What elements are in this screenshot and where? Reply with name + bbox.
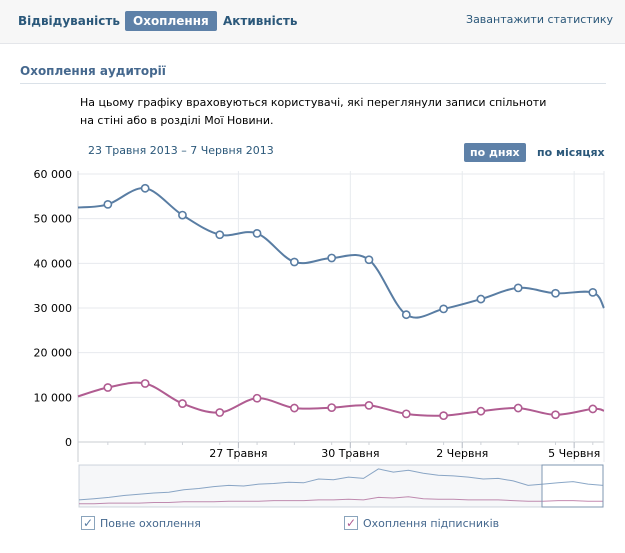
x-axis: 27 Травня 30 Травня 2 Червня 5 Червня bbox=[77, 171, 605, 462]
data-point bbox=[439, 304, 448, 314]
data-point bbox=[140, 183, 150, 193]
series-lines bbox=[77, 187, 605, 417]
y-tick-label: 30 000 bbox=[34, 302, 73, 315]
data-point bbox=[513, 403, 523, 413]
overview-full-line bbox=[78, 468, 604, 501]
subscriber-reach-checkbox[interactable]: ✓ bbox=[344, 516, 358, 530]
data-point bbox=[327, 253, 337, 263]
series-line-1 bbox=[77, 381, 605, 417]
section-divider bbox=[20, 83, 606, 84]
overview-navigator bbox=[78, 464, 604, 508]
x-tick-label: 27 Травня bbox=[209, 447, 267, 460]
y-tick-label: 40 000 bbox=[34, 257, 73, 270]
x-tick-label: 5 Червня bbox=[548, 447, 600, 460]
tab-activity[interactable]: Активність bbox=[223, 14, 298, 28]
data-point bbox=[215, 408, 225, 417]
x-tick-label: 30 Травня bbox=[321, 447, 379, 460]
overview-subscribers-line bbox=[79, 496, 603, 505]
data-point bbox=[252, 229, 262, 238]
data-point bbox=[178, 210, 187, 220]
y-tick-label: 50 000 bbox=[34, 213, 73, 226]
full-reach-checkbox[interactable]: ✓ bbox=[81, 516, 95, 530]
by-months-button[interactable]: по місяцях bbox=[537, 146, 605, 159]
plot-background bbox=[78, 171, 604, 442]
y-tick-label: 0 bbox=[65, 436, 72, 449]
y-tick-label: 20 000 bbox=[34, 347, 73, 360]
overview-selection-window[interactable] bbox=[541, 464, 604, 508]
data-points bbox=[103, 183, 598, 421]
tab-reach[interactable]: Охоплення bbox=[125, 11, 217, 31]
data-point bbox=[588, 404, 598, 414]
data-point bbox=[215, 230, 225, 240]
y-tick-label: 60 000 bbox=[34, 168, 73, 181]
y-tick-label: 10 000 bbox=[34, 391, 73, 404]
data-point bbox=[178, 399, 187, 408]
top-navigation: Відвідуваність Охоплення Активність Зава… bbox=[0, 0, 625, 44]
by-days-button[interactable]: по днях bbox=[464, 143, 526, 162]
data-point bbox=[364, 400, 374, 410]
data-point bbox=[439, 411, 448, 421]
data-point bbox=[401, 409, 411, 419]
data-point bbox=[140, 379, 150, 388]
data-point bbox=[252, 393, 262, 403]
full-reach-label: Повне охоплення bbox=[100, 517, 201, 530]
x-tick-label: 2 Червня bbox=[436, 447, 488, 460]
legend-subscriber-reach[interactable]: ✓ Охоплення підписників bbox=[344, 516, 499, 532]
section-title: Охоплення аудиторії bbox=[20, 64, 166, 78]
subscriber-reach-label: Охоплення підписників bbox=[363, 517, 500, 530]
data-point bbox=[364, 255, 374, 265]
tab-attendance[interactable]: Відвідуваність bbox=[18, 14, 120, 28]
data-point bbox=[327, 403, 337, 413]
data-point bbox=[551, 288, 560, 298]
data-point bbox=[103, 199, 113, 209]
data-point bbox=[588, 287, 598, 297]
chart-description: На цьому графіку враховуються користувач… bbox=[80, 96, 547, 127]
series-line-0 bbox=[77, 187, 605, 319]
data-point bbox=[103, 383, 113, 392]
legend-full-reach[interactable]: ✓ Повне охоплення bbox=[81, 516, 201, 532]
data-point bbox=[401, 310, 411, 320]
data-point bbox=[476, 406, 486, 416]
overview-unselected-area bbox=[79, 465, 542, 507]
y-axis-labels: 0 10 000 20 000 30 000 40 000 50 000 60 000 bbox=[34, 168, 73, 449]
date-range: 23 Травня 2013 – 7 Червня 2013 bbox=[88, 144, 274, 157]
download-statistics-link[interactable]: Завантажити статистику bbox=[466, 13, 613, 26]
data-point bbox=[551, 410, 560, 420]
data-point bbox=[513, 283, 523, 293]
data-point bbox=[289, 403, 299, 413]
data-point bbox=[289, 257, 299, 267]
data-point bbox=[476, 294, 486, 304]
